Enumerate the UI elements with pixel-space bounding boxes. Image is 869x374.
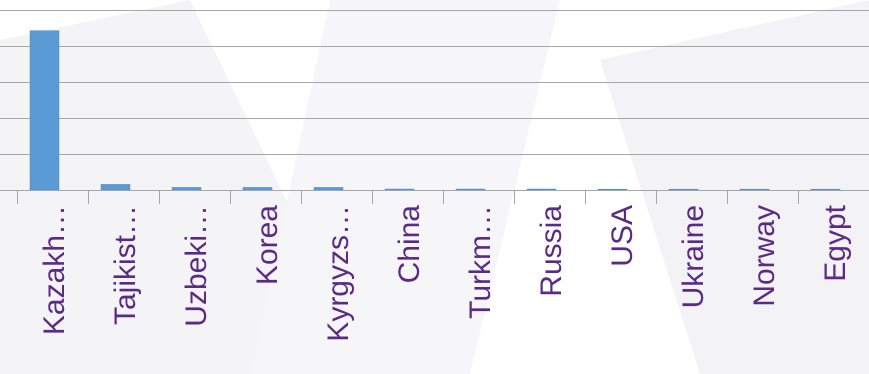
bar: [171, 187, 202, 191]
x-tick-labels: Kazakh… Tajikist… Uzbeki… Korea Kyrgyzs… Chin…: [38, 204, 852, 341]
bar: [242, 187, 273, 191]
x-tick-label: Russia: [535, 205, 568, 297]
bar: [739, 188, 770, 191]
x-tick-label: China: [393, 205, 426, 284]
x-tick-label: Kazakh…: [38, 205, 71, 335]
bars: [29, 30, 841, 191]
x-tick-label: Korea: [251, 205, 284, 285]
x-tick-label: Uzbeki…: [180, 205, 213, 327]
x-tick-label: Turkm…: [464, 205, 497, 319]
bar: [668, 188, 699, 191]
bar: [384, 188, 415, 191]
x-tick-label: Norway: [748, 205, 781, 307]
x-tick-label: Kyrgyzs…: [322, 205, 355, 342]
bar: [313, 187, 344, 191]
bar: [597, 188, 628, 191]
x-axis: [0, 190, 869, 204]
gridlines: [0, 10, 869, 155]
bar: [810, 188, 841, 191]
bar: [455, 188, 486, 191]
bar: [526, 188, 557, 191]
bar: [29, 30, 60, 191]
bar: [100, 184, 131, 191]
x-tick-label: Tajikist…: [109, 205, 142, 325]
x-tick-label: Egypt: [819, 204, 852, 281]
x-tick-label: USA: [606, 205, 639, 267]
x-tick-label: Ukraine: [677, 205, 710, 308]
